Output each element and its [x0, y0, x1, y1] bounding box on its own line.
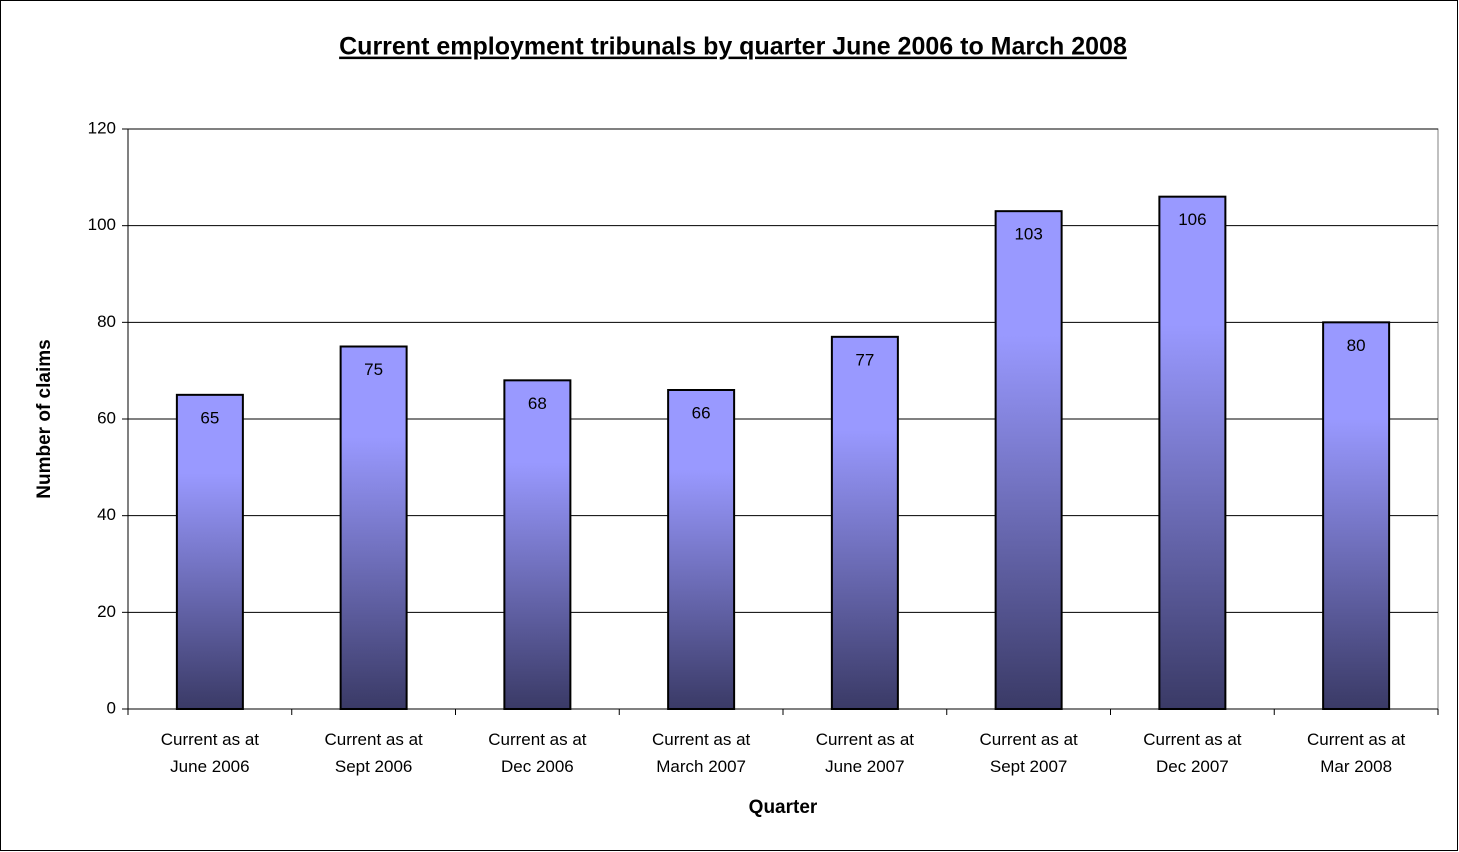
bar — [1322, 321, 1391, 710]
bar — [1158, 195, 1227, 710]
x-tick-label: Current as at Mar 2008 — [1307, 730, 1406, 776]
data-label: 106 — [1178, 210, 1206, 229]
y-tick-label: 100 — [88, 215, 116, 234]
x-tick-label: Current as at Dec 2006 — [488, 730, 587, 776]
data-label: 66 — [692, 403, 711, 422]
bar — [667, 389, 736, 710]
x-tick-label: Current as at March 2007 — [652, 730, 751, 776]
y-tick-label: 120 — [88, 118, 116, 137]
data-label: 103 — [1014, 225, 1042, 244]
y-tick-label: 80 — [97, 312, 116, 331]
x-tick-label: Current as at Sept 2007 — [979, 730, 1078, 776]
x-tick-label: Current as at Sept 2006 — [324, 730, 423, 776]
x-tick-label: Current as at Dec 2007 — [1143, 730, 1242, 776]
data-label: 75 — [364, 360, 383, 379]
data-label: 80 — [1347, 336, 1366, 355]
chart-title: Current employment tribunals by quarter … — [339, 33, 1127, 61]
x-tick-label: Current as at June 2007 — [816, 730, 915, 776]
y-tick-label: 0 — [107, 698, 116, 717]
bar — [503, 379, 572, 710]
data-label: 77 — [855, 350, 874, 369]
bar — [830, 335, 899, 710]
x-tick-label: Current as at June 2006 — [161, 730, 260, 776]
y-tick-label: 60 — [97, 408, 116, 427]
y-axis-title: Number of claims — [34, 339, 55, 498]
bar — [175, 393, 244, 710]
bar — [339, 345, 408, 710]
x-axis-title: Quarter — [749, 797, 818, 818]
data-label: 65 — [200, 408, 219, 427]
y-tick-label: 20 — [97, 602, 116, 621]
y-tick-label: 40 — [97, 505, 116, 524]
data-label: 68 — [528, 394, 547, 413]
bar — [994, 210, 1063, 711]
